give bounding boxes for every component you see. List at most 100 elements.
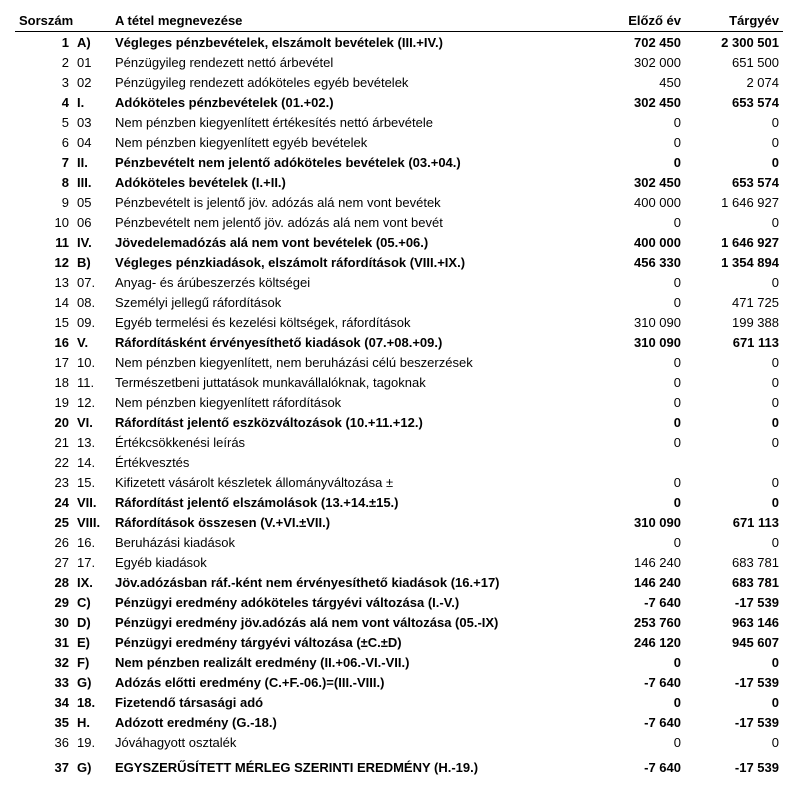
row-number: 22 (15, 452, 73, 472)
row-code: 08. (73, 292, 111, 312)
row-code: 18. (73, 692, 111, 712)
row-number: 28 (15, 572, 73, 592)
row-description: Kifizetett vásárolt készletek állományvá… (111, 472, 587, 492)
row-code: C) (73, 592, 111, 612)
header-sorszam: Sorszám (15, 10, 111, 32)
row-description: Adózás előtti eredmény (C.+F.-06.)=(III.… (111, 672, 587, 692)
row-curr-year: 1 646 927 (685, 192, 783, 212)
row-curr-year: 0 (685, 372, 783, 392)
row-curr-year: 0 (685, 432, 783, 452)
row-code: 06 (73, 212, 111, 232)
row-code: H. (73, 712, 111, 732)
row-code: III. (73, 172, 111, 192)
financial-table: Sorszám A tétel megnevezése Előző év Tár… (15, 10, 783, 778)
row-number: 33 (15, 672, 73, 692)
table-row: 1408.Személyi jellegű ráfordítások0471 7… (15, 292, 783, 312)
row-code: 04 (73, 132, 111, 152)
row-prev-year: 0 (587, 152, 685, 172)
row-prev-year: -7 640 (587, 672, 685, 692)
row-curr-year: -17 539 (685, 672, 783, 692)
table-row: 30D)Pénzügyi eredmény jöv.adózás alá nem… (15, 612, 783, 632)
row-code: B) (73, 252, 111, 272)
row-description: Pénzbevételt nem jelentő jöv. adózás alá… (111, 212, 587, 232)
row-prev-year: 0 (587, 212, 685, 232)
row-description: Egyéb termelési és kezelési költségek, r… (111, 312, 587, 332)
row-code: 12. (73, 392, 111, 412)
table-row: 1912.Nem pénzben kiegyenlített ráfordítá… (15, 392, 783, 412)
row-prev-year: 0 (587, 472, 685, 492)
row-prev-year: 456 330 (587, 252, 685, 272)
header-row: Sorszám A tétel megnevezése Előző év Tár… (15, 10, 783, 32)
row-number: 19 (15, 392, 73, 412)
row-number: 17 (15, 352, 73, 372)
row-prev-year: 0 (587, 692, 685, 712)
table-row: 31E)Pénzügyi eredmény tárgyévi változása… (15, 632, 783, 652)
row-curr-year: -17 539 (685, 592, 783, 612)
table-row: 201Pénzügyileg rendezett nettó árbevétel… (15, 52, 783, 72)
row-prev-year: 310 090 (587, 512, 685, 532)
row-description: Pénzügyi eredmény jöv.adózás alá nem von… (111, 612, 587, 632)
row-prev-year: 450 (587, 72, 685, 92)
row-number: 37 (15, 752, 73, 778)
table-row: 1509.Egyéb termelési és kezelési költség… (15, 312, 783, 332)
row-curr-year: 199 388 (685, 312, 783, 332)
row-prev-year: -7 640 (587, 752, 685, 778)
row-code: 17. (73, 552, 111, 572)
row-description: Nem pénzben kiegyenlített, nem beruházás… (111, 352, 587, 372)
row-curr-year: 0 (685, 352, 783, 372)
row-code: VII. (73, 492, 111, 512)
row-description: Végleges pénzkiadások, elszámolt ráfordí… (111, 252, 587, 272)
row-prev-year: 302 000 (587, 52, 685, 72)
row-number: 29 (15, 592, 73, 612)
row-curr-year: 0 (685, 472, 783, 492)
row-curr-year: 1 354 894 (685, 252, 783, 272)
row-prev-year: 146 240 (587, 572, 685, 592)
row-number: 35 (15, 712, 73, 732)
row-prev-year: 0 (587, 112, 685, 132)
row-number: 36 (15, 732, 73, 752)
row-description: Anyag- és árúbeszerzés költségei (111, 272, 587, 292)
table-row: 1811.Természetbeni juttatások munkaválla… (15, 372, 783, 392)
row-description: Egyéb kiadások (111, 552, 587, 572)
table-row: 35H.Adózott eredmény (G.-18.)-7 640-17 5… (15, 712, 783, 732)
table-row: 37G)EGYSZERŰSÍTETT MÉRLEG SZERINTI EREDM… (15, 752, 783, 778)
table-row: 3619.Jóváhagyott osztalék00 (15, 732, 783, 752)
table-row: 12B)Végleges pénzkiadások, elszámolt ráf… (15, 252, 783, 272)
row-number: 8 (15, 172, 73, 192)
row-prev-year: 0 (587, 432, 685, 452)
row-curr-year (685, 452, 783, 472)
row-curr-year: 0 (685, 112, 783, 132)
row-prev-year: 253 760 (587, 612, 685, 632)
row-description: EGYSZERŰSÍTETT MÉRLEG SZERINTI EREDMÉNY … (111, 752, 587, 778)
row-prev-year: 0 (587, 652, 685, 672)
row-description: Beruházási kiadások (111, 532, 587, 552)
row-code: 19. (73, 732, 111, 752)
row-code: E) (73, 632, 111, 652)
row-code: IV. (73, 232, 111, 252)
row-curr-year: 0 (685, 392, 783, 412)
row-description: Értékcsökkenési leírás (111, 432, 587, 452)
row-curr-year: 0 (685, 272, 783, 292)
row-prev-year: 0 (587, 352, 685, 372)
row-curr-year: -17 539 (685, 752, 783, 778)
row-description: Adózott eredmény (G.-18.) (111, 712, 587, 732)
row-curr-year: 671 113 (685, 332, 783, 352)
row-description: Pénzügyileg rendezett adóköteles egyéb b… (111, 72, 587, 92)
row-prev-year: 0 (587, 292, 685, 312)
row-number: 31 (15, 632, 73, 652)
row-code: 03 (73, 112, 111, 132)
row-number: 2 (15, 52, 73, 72)
row-description: Pénzügyileg rendezett nettó árbevétel (111, 52, 587, 72)
table-row: 28IX.Jöv.adózásban ráf.-ként nem érvénye… (15, 572, 783, 592)
row-number: 27 (15, 552, 73, 572)
row-prev-year: -7 640 (587, 592, 685, 612)
row-prev-year: 400 000 (587, 192, 685, 212)
table-row: 4I.Adóköteles pénzbevételek (01.+02.)302… (15, 92, 783, 112)
row-number: 12 (15, 252, 73, 272)
row-number: 25 (15, 512, 73, 532)
table-row: 8III.Adóköteles bevételek (I.+II.)302 45… (15, 172, 783, 192)
table-row: 2113.Értékcsökkenési leírás00 (15, 432, 783, 452)
row-curr-year: 653 574 (685, 92, 783, 112)
table-row: 33G)Adózás előtti eredmény (C.+F.-06.)=(… (15, 672, 783, 692)
row-number: 21 (15, 432, 73, 452)
